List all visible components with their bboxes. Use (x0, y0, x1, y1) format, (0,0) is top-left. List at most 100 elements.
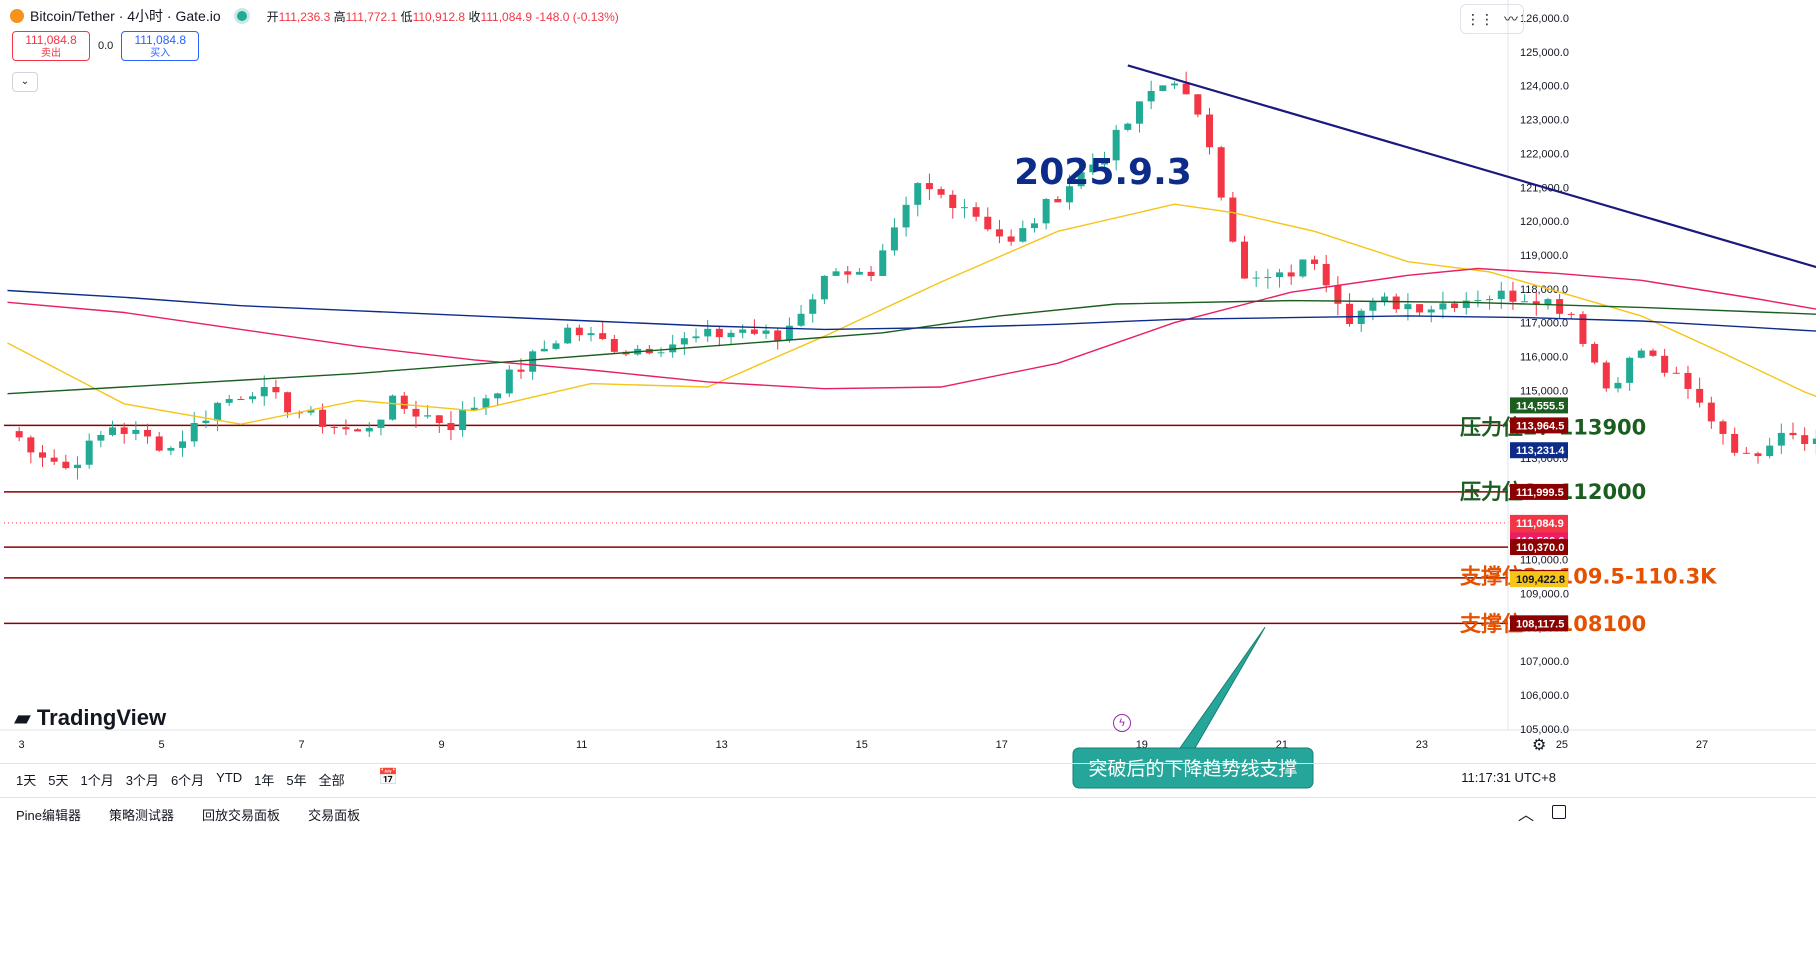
price-axis-tag-label: 111,999.5 (1516, 487, 1564, 499)
callout-box[interactable] (1072, 747, 1314, 789)
candle-body (319, 409, 327, 427)
chart-header: Bitcoin/Tether · 4小时 · Gate.io 开111,236.… (10, 6, 619, 26)
range-button[interactable]: 3个月 (125, 773, 159, 788)
sell-button[interactable]: 111,084.8 卖出 (12, 31, 90, 61)
candle-body (97, 434, 105, 441)
lightning-icon[interactable]: ϟ (1113, 714, 1131, 732)
bottom-panel-tabs: Pine编辑器 策略测试器 回放交易面板 交易面板 ︿ (0, 797, 1816, 828)
calendar-icon[interactable]: 📅 (378, 769, 398, 786)
x-tick-label: 23 (1416, 739, 1428, 751)
y-tick-label: 109,000.0 (1520, 588, 1569, 600)
candle-body (27, 437, 35, 453)
candle-body (937, 189, 945, 195)
candle-body (1462, 300, 1470, 309)
bottom-tab[interactable]: 交易面板 (308, 808, 361, 823)
y-tick-label: 105,000.0 (1520, 724, 1569, 736)
candle-body (902, 204, 910, 228)
candle-body (447, 423, 455, 431)
range-button[interactable]: 5年 (286, 773, 307, 788)
chart-title: 2025.9.3 (1014, 152, 1192, 193)
candle-body (1241, 241, 1249, 279)
candle-body (727, 332, 735, 338)
candle-body (529, 351, 537, 372)
candle-body (1556, 299, 1564, 314)
candle-body (1812, 438, 1816, 445)
bottom-tab[interactable]: Pine编辑器 (16, 808, 82, 823)
candle-body (237, 399, 245, 401)
candle-body (1719, 421, 1727, 434)
candle-body (389, 395, 397, 420)
range-button[interactable]: 1年 (254, 773, 275, 788)
y-tick-label: 125,000.0 (1520, 47, 1569, 59)
chevron-down-icon[interactable]: ⌄ (12, 72, 38, 92)
y-tick-label: 107,000.0 (1520, 656, 1569, 668)
x-tick-label: 27 (1696, 739, 1708, 751)
chart-tools[interactable]: ⋮⋮ 〰 (1460, 4, 1524, 34)
candle-body (1439, 303, 1447, 310)
candle-body (1696, 388, 1704, 403)
candle-body (785, 325, 793, 341)
buy-button[interactable]: 111,084.8 买入 (121, 31, 200, 61)
x-tick-label: 17 (996, 739, 1008, 751)
candle-body (120, 427, 128, 434)
candle-body (704, 328, 712, 337)
candle-body (1532, 301, 1540, 305)
range-button[interactable]: 5天 (48, 773, 69, 788)
moving-average-line (7, 267, 1816, 390)
bottom-tab[interactable]: 策略测试器 (109, 808, 175, 823)
candle-body (1299, 259, 1307, 277)
candle-body (307, 409, 315, 413)
range-button[interactable]: 1个月 (80, 773, 114, 788)
candle-body (739, 329, 747, 333)
candle-body (214, 402, 222, 421)
y-tick-label: 122,000.0 (1520, 148, 1569, 160)
drag-handle-icon[interactable]: ⋮⋮ (1466, 10, 1494, 27)
candle-body (1065, 186, 1073, 203)
candle-body (750, 329, 758, 334)
y-tick-label: 120,000.0 (1520, 216, 1569, 228)
x-tick-label: 11 (576, 739, 587, 751)
candle-body (284, 392, 292, 413)
market-status-icon (236, 11, 247, 21)
descending-trendline[interactable] (1127, 64, 1816, 735)
candle-body (552, 343, 560, 349)
candle-body (1007, 236, 1015, 242)
candle-body (1276, 272, 1284, 278)
trade-panel: 111,084.8 卖出 0.0 111,084.8 买入 (12, 31, 200, 61)
candle-body (809, 299, 817, 314)
candle-body (1579, 314, 1587, 344)
candle-body (1077, 172, 1085, 187)
level-annotation: 支撑位2：109.5-110.3K (1460, 565, 1717, 589)
symbol-title[interactable]: Bitcoin/Tether · 4小时 · Gate.io (30, 8, 221, 24)
candle-body (50, 457, 58, 462)
candle-body (1217, 147, 1225, 198)
candle-body (1287, 272, 1295, 277)
candle-body (1392, 296, 1400, 310)
range-button[interactable]: 1天 (16, 773, 37, 788)
candle-body (1147, 90, 1155, 102)
candle-body (925, 183, 933, 190)
y-tick-label: 117,000.0 (1520, 318, 1568, 330)
range-button[interactable]: YTD (216, 770, 243, 785)
candle-body (144, 429, 152, 437)
candle-body (1334, 285, 1342, 304)
candle-body (1474, 300, 1482, 302)
candle-body (260, 386, 268, 397)
clock-readout[interactable]: 11:17:31 UTC+8 (1461, 770, 1556, 785)
candle-body (1124, 123, 1132, 130)
chevron-up-icon[interactable]: ︿ (1518, 807, 1535, 824)
candle-body (15, 431, 23, 438)
y-tick-label: 118,000.0 (1520, 284, 1568, 296)
gear-icon[interactable]: ⚙ (1532, 737, 1547, 754)
candle-body (377, 419, 385, 428)
range-button[interactable]: 全部 (318, 773, 345, 788)
candle-body (132, 429, 140, 434)
maximize-icon[interactable] (1552, 805, 1566, 819)
candle-body (1789, 432, 1797, 436)
candle-body (657, 352, 665, 354)
x-tick-label: 15 (856, 739, 868, 751)
candle-body (890, 227, 898, 251)
bottom-tab[interactable]: 回放交易面板 (202, 808, 281, 823)
range-button[interactable]: 6个月 (170, 773, 205, 788)
chart-style-icon[interactable]: 〰 (1504, 11, 1518, 27)
